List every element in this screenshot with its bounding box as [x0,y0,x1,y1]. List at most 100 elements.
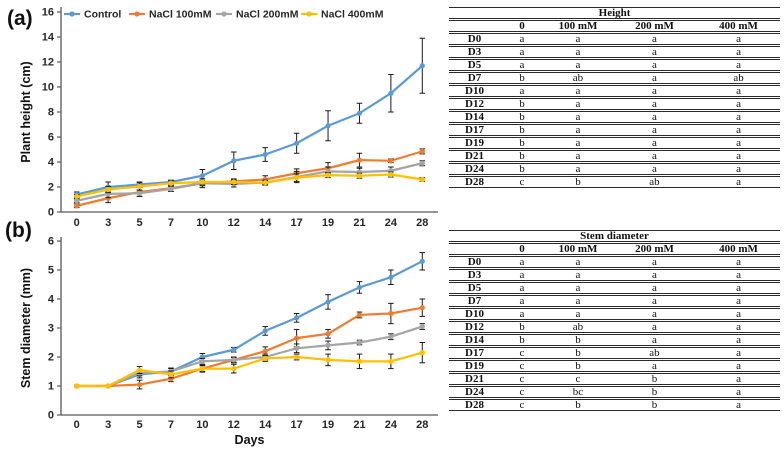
row-label: D0 [449,33,500,45]
data-point-marker [231,366,237,372]
row-label: D7 [449,72,500,84]
column-header: 0 [500,243,544,255]
x-tick-label: 7 [168,419,174,431]
significance-cell: a [544,33,612,45]
data-point-marker [231,179,237,185]
table-row: D0 a a a a [449,33,781,45]
x-tick-label: 17 [291,419,303,431]
significance-cell: a [697,176,781,188]
y-tick-label: 10 [42,82,54,94]
data-point-marker [105,195,111,201]
x-tick-label: 0 [74,419,80,431]
table-row: D7 a a a a [449,295,781,307]
significance-cell: a [612,124,697,136]
significance-cell: b [544,399,612,411]
stem-table-body: Stem diameter 0 100 mM 200 mM 400 mM D0 a a a a D3… [449,230,781,411]
x-axis-title: Days [235,433,265,447]
x-tick-label: 0 [74,217,80,229]
data-point-marker [136,367,143,373]
significance-cell: a [500,59,544,71]
table-title-row: Stem diameter [449,230,781,242]
x-tick-label: 28 [416,217,428,229]
data-point-marker [168,186,174,192]
significance-cell: ab [612,176,697,188]
series-line [76,64,424,196]
significance-cell: a [544,85,612,97]
legend-label: Control [84,9,121,21]
data-point-marker [419,160,425,166]
significance-cell: a [612,98,697,110]
significance-cell: b [500,137,544,149]
significance-cell: a [612,111,697,123]
significance-cell: a [697,360,781,372]
data-point-marker [356,339,363,346]
y-tick-label: 2 [48,182,54,194]
significance-cell: a [697,150,781,162]
row-label: D10 [449,308,500,320]
row-label: D10 [449,85,500,97]
column-header: 400 mM [697,243,781,255]
significance-cell: a [544,282,612,294]
table-row: D14 b b a a [449,334,781,346]
column-header: 400 mM [697,20,781,32]
data-point-marker [388,334,394,340]
significance-cell: a [612,72,697,84]
x-tick-label: 14 [259,419,272,431]
significance-cell: a [697,111,781,123]
row-label: D7 [449,295,500,307]
y-tick-label: 1 [48,381,54,393]
significance-cell: a [612,295,697,307]
y-tick-label: 8 [48,107,54,119]
significance-cell: a [544,308,612,320]
data-point-marker [168,371,174,377]
series-line [76,260,423,388]
significance-cell: a [544,59,612,71]
data-point-marker [105,186,111,193]
x-tick-label: 14 [259,217,272,229]
table-row: D19 c b a a [449,360,781,372]
significance-cell: b [500,163,544,175]
data-point-marker [74,383,80,389]
x-tick-label: 10 [196,419,208,431]
x-tick-label: 3 [105,419,111,431]
data-point-marker [74,198,80,204]
significance-cell: a [697,308,781,320]
x-tick-label: 7 [168,217,174,229]
height-significance-table: Height 0 100 mM 200 mM 400 mM D0 a a a a D3 a a a a D5 a… [449,6,781,189]
y-tick-label: 6 [48,237,54,248]
panel-a-label: (a) [7,7,33,30]
data-point-marker [356,157,363,163]
table-row: D28 c b ab a [449,176,781,188]
x-tick-label: 24 [385,217,398,229]
significance-cell: a [544,256,612,268]
significance-cell: a [612,334,697,346]
significance-cell: b [612,399,697,411]
row-label: D12 [449,98,500,110]
y-tick-label: 2 [48,352,54,364]
significance-cell: b [500,334,544,346]
significance-cell: b [500,321,544,333]
significance-cell: bc [544,386,612,398]
column-header: 100 mM [544,20,612,32]
table-row: D24 b a a a [449,163,781,175]
data-point-marker [262,180,268,186]
row-label: D19 [449,137,500,149]
significance-cell: a [544,269,612,281]
data-point-marker [388,310,394,317]
row-label-header [449,243,500,255]
significance-cell: a [500,282,544,294]
x-tick-label: 10 [196,217,208,229]
significance-cell: a [612,321,697,333]
data-point-marker [199,366,205,372]
data-point-marker [419,305,425,311]
significance-cell: c [544,373,612,385]
significance-cell: c [500,373,544,385]
data-point-marker [388,90,394,96]
x-tick-label: 21 [353,217,365,229]
row-label: D5 [449,59,500,71]
series-line [76,150,423,207]
y-tick-label: 16 [42,7,54,19]
x-tick-label: 28 [416,419,428,431]
y-tick-label: 5 [48,265,54,277]
significance-cell: a [697,295,781,307]
